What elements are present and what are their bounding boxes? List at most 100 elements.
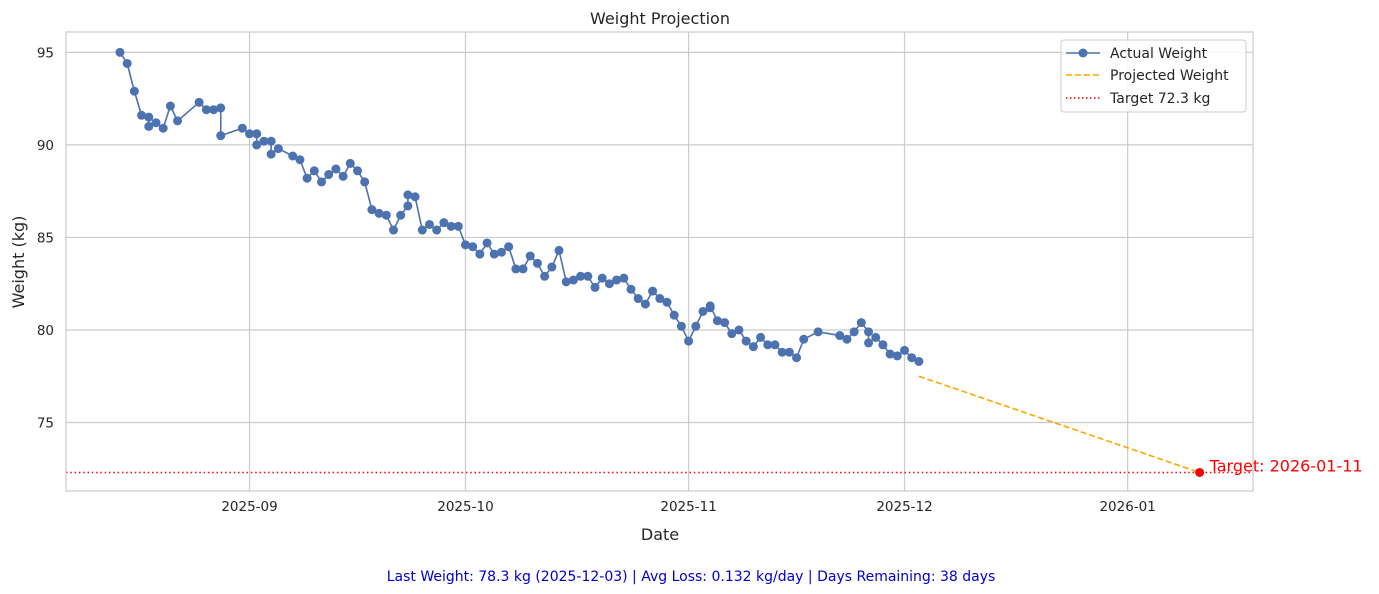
actual-weight-point (856, 318, 866, 328)
target-annotation: Target: 2026-01-11 (1209, 456, 1363, 475)
actual-weight-point (424, 219, 434, 229)
actual-weight-point (417, 225, 427, 235)
actual-weight-point (792, 353, 802, 363)
legend-projected-label: Projected Weight (1110, 68, 1229, 84)
actual-weight-point (676, 321, 686, 331)
actual-weight-point (604, 279, 614, 289)
actual-weight-point (324, 170, 334, 180)
actual-weight-point (727, 329, 737, 339)
actual-weight-point (446, 221, 456, 231)
actual-weight-point (158, 123, 168, 133)
actual-weight-point (784, 347, 794, 357)
actual-weight-point (734, 325, 744, 335)
actual-weight-point (338, 171, 348, 181)
actual-weight-point (741, 336, 751, 346)
actual-weight-point (655, 294, 665, 304)
actual-weight-point (633, 294, 643, 304)
actual-weight-point (777, 347, 787, 357)
actual-weight-point (748, 342, 758, 352)
actual-weight-point (266, 149, 276, 159)
actual-weight-point (648, 286, 658, 296)
y-tick-label: 75 (37, 416, 54, 432)
summary-footer: Last Weight: 78.3 kg (2025-12-03) | Avg … (387, 569, 996, 585)
x-tick-label: 2025-10 (437, 499, 493, 515)
chart-title: Weight Projection (590, 9, 730, 28)
actual-weight-point (864, 338, 874, 348)
actual-weight-point (216, 131, 226, 141)
actual-weight-point (698, 306, 708, 316)
actual-weight-point (892, 351, 902, 361)
actual-weight-point (122, 58, 132, 68)
x-axis-label: Date (641, 525, 679, 544)
actual-weight-point (554, 245, 564, 255)
y-axis-label: Weight (kg) (9, 216, 28, 309)
actual-weight-point (353, 166, 363, 176)
actual-weight-point (799, 334, 809, 344)
actual-weight-point (590, 282, 600, 292)
legend-actual-marker (1078, 48, 1088, 58)
actual-weight-point (525, 251, 535, 261)
actual-weight-point (568, 275, 578, 285)
actual-weight-point (201, 105, 211, 115)
actual-weight-point (396, 210, 406, 220)
actual-weight-point (576, 271, 586, 281)
actual-weight-point (489, 249, 499, 259)
actual-weight-point (583, 271, 593, 281)
actual-weight-point (626, 284, 636, 294)
actual-weight-point (403, 190, 413, 200)
actual-weight-point (532, 258, 542, 268)
x-tick-label: 2025-12 (876, 499, 932, 515)
legend: Actual Weight Projected Weight Target 72… (1060, 39, 1247, 113)
series-layer: Target: 2026-01-11 (66, 47, 1363, 477)
actual-weight-point (144, 121, 154, 131)
actual-weight-point (432, 225, 442, 235)
actual-weight-point (871, 332, 881, 342)
actual-weight-point (259, 136, 269, 146)
actual-weight-point (597, 273, 607, 283)
actual-weight-point (309, 166, 319, 176)
actual-weight-point (900, 345, 910, 355)
actual-weight-point (885, 349, 895, 359)
actual-weight-point (403, 201, 413, 211)
actual-weight-point (360, 177, 370, 187)
actual-weight-point (835, 331, 845, 341)
projected-weight-line (918, 375, 1200, 474)
actual-weight-point (374, 208, 384, 218)
actual-weight-point (662, 297, 672, 307)
actual-weight-point (194, 97, 204, 107)
actual-weight-point (504, 242, 514, 252)
actual-weight-point (439, 218, 449, 228)
actual-weight-point (460, 240, 470, 250)
actual-weight-point (151, 118, 161, 128)
actual-weight-point (367, 205, 377, 215)
actual-weight-point (302, 173, 312, 183)
tick-labels: 2025-09 2025-10 2025-11 2025-12 2026-01 75 80 8… (37, 45, 1156, 515)
y-tick-label: 95 (37, 45, 54, 61)
actual-weight-point (691, 321, 701, 331)
actual-weight-point (511, 264, 521, 274)
actual-weight-point (720, 318, 730, 328)
legend-box (1060, 39, 1247, 113)
y-tick-label: 90 (37, 138, 54, 154)
x-tick-label: 2025-09 (221, 499, 277, 515)
actual-weight-point (849, 327, 859, 337)
x-tick-label: 2025-11 (660, 499, 716, 515)
y-tick-label: 85 (37, 230, 54, 246)
actual-weight-point (540, 271, 550, 281)
actual-weight-point (388, 225, 398, 235)
actual-weight-point (137, 110, 147, 120)
actual-weight-point (453, 221, 463, 231)
plot-frame (65, 31, 1254, 492)
actual-weight-point (468, 242, 478, 252)
actual-weight-point (317, 177, 327, 187)
actual-weight-point (756, 332, 766, 342)
actual-weight-point (245, 129, 255, 139)
actual-weight-point (640, 299, 650, 309)
actual-weight-point (115, 47, 125, 57)
actual-weight-point (209, 105, 219, 115)
actual-weight-point (561, 277, 571, 287)
actual-weight-point (547, 262, 557, 272)
actual-weight-point (331, 164, 341, 174)
y-tick-label: 80 (37, 323, 54, 339)
